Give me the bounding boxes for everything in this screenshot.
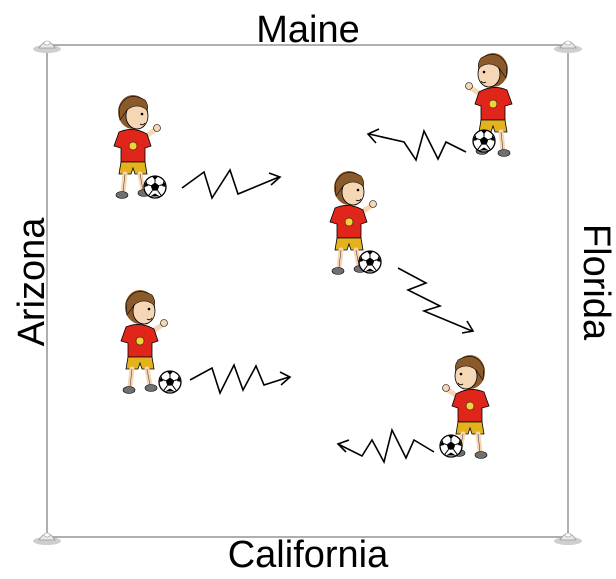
- side-label-right: Florida: [575, 223, 616, 341]
- zigzag-arrow-icon: [397, 267, 475, 334]
- zigzag-arrow-icon: [181, 168, 282, 200]
- side-label-left: Arizona: [11, 217, 53, 347]
- soccer-ball-icon: [472, 129, 496, 153]
- soccer-ball-icon: [358, 250, 382, 274]
- player-bottom-left: [121, 290, 182, 394]
- player-bottom-right: [439, 355, 489, 459]
- side-label-bottom: California: [227, 534, 389, 576]
- zigzag-arrow-icon: [189, 362, 292, 396]
- field-boundary: [46, 44, 569, 538]
- soccer-ball-icon: [439, 434, 463, 458]
- soccer-ball-icon: [143, 175, 167, 199]
- player-center: [330, 171, 382, 275]
- zigzag-arrow-icon: [336, 427, 435, 465]
- zigzag-arrow-icon: [366, 128, 467, 162]
- player-top-left: [114, 95, 167, 199]
- side-label-top: Maine: [256, 9, 360, 51]
- player-top-right: [466, 53, 513, 157]
- soccer-ball-icon: [158, 370, 182, 394]
